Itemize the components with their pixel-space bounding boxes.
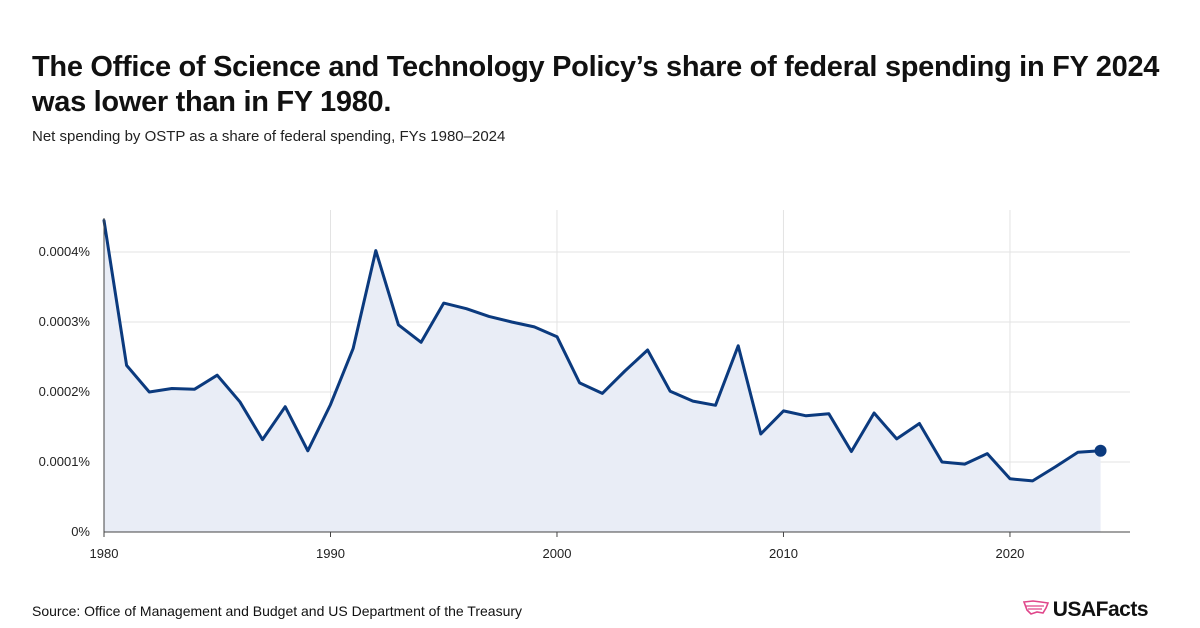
x-tick-label: 2010 (769, 546, 798, 561)
usa-map-icon (1022, 599, 1049, 622)
usafacts-logo: USAFacts (1022, 598, 1149, 622)
source-note: Source: Office of Management and Budget … (32, 603, 523, 619)
y-tick-label: 0.0003% (39, 314, 91, 329)
x-tick-label: 2000 (543, 546, 572, 561)
y-tick-label: 0.0004% (39, 244, 91, 259)
y-tick-label: 0% (71, 524, 90, 539)
x-tick-label: 1980 (90, 546, 119, 561)
y-tick-label: 0.0001% (39, 454, 91, 469)
end-point-marker (1094, 444, 1107, 457)
x-tick-label: 2020 (995, 546, 1024, 561)
chart-subtitle: Net spending by OSTP as a share of feder… (32, 128, 506, 145)
chart-title: The Office of Science and Technology Pol… (32, 51, 1160, 118)
logo-text: USAFacts (1052, 598, 1149, 621)
axes (103, 218, 1130, 537)
tick-labels: 0% 0.0001% 0.0002% 0.0003% 0.0004% 1980 1990 20… (39, 244, 1025, 561)
x-tick-label: 1990 (316, 546, 345, 561)
series-area (104, 220, 1101, 532)
area-fill-layer (104, 220, 1101, 532)
series-line (102, 219, 1103, 483)
y-tick-label: 0.0002% (39, 384, 91, 399)
series-line-layer (102, 219, 1107, 483)
